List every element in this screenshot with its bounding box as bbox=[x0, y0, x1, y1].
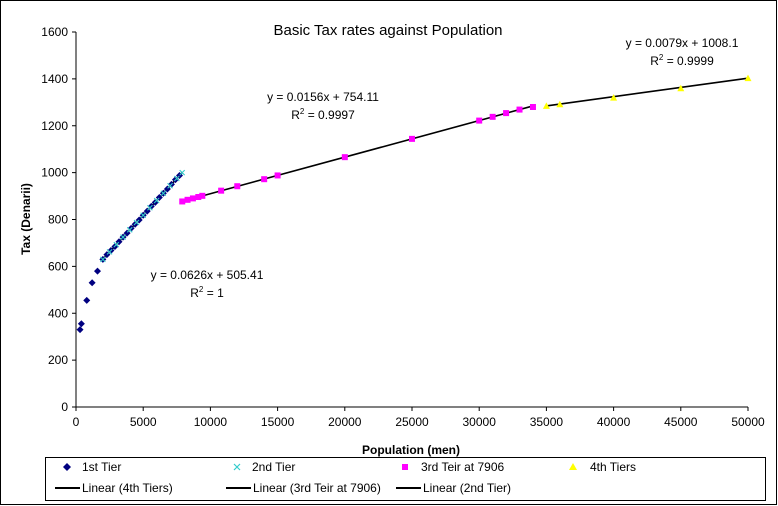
point-4th-tier bbox=[610, 94, 618, 101]
x-tick-label: 20000 bbox=[328, 415, 362, 429]
point-3rd-tier bbox=[503, 110, 510, 117]
x-tick-label: 5000 bbox=[130, 415, 157, 429]
y-tick-label: 1400 bbox=[41, 72, 68, 86]
x-tick-label: 50000 bbox=[731, 415, 765, 429]
legend-item-linear-4th: Linear (4th Tiers) bbox=[55, 481, 173, 495]
point-1st-tier bbox=[77, 320, 85, 328]
annotation-4th-tiers: y = 0.0079x + 1008.1 R2 = 0.9999 bbox=[626, 36, 739, 68]
trendline bbox=[546, 77, 749, 107]
point-2nd-tier bbox=[173, 175, 180, 182]
point-3rd-tier bbox=[195, 194, 202, 200]
point-2nd-tier bbox=[140, 212, 147, 219]
legend-item-2nd-tier: 2nd Tier bbox=[233, 460, 295, 474]
point-1st-tier bbox=[94, 267, 102, 275]
point-4th-tier bbox=[556, 100, 564, 108]
y-tick-label: 800 bbox=[48, 213, 68, 227]
point-3rd-tier bbox=[218, 187, 225, 194]
x-tick-label: 45000 bbox=[664, 415, 698, 429]
legend-symbol-triangle bbox=[569, 463, 577, 470]
legend-symbol-diamond bbox=[63, 463, 71, 471]
y-axis-title: Tax (Denarii) bbox=[19, 183, 33, 255]
legend-item-4th-tiers: 4th Tiers bbox=[569, 460, 636, 474]
point-2nd-tier bbox=[113, 241, 120, 248]
point-2nd-tier bbox=[147, 204, 153, 211]
legend-label-linear-2nd: Linear (2nd Tier) bbox=[423, 481, 511, 495]
legend-label-2nd-tier: 2nd Tier bbox=[252, 460, 295, 474]
legend-label-1st-tier: 1st Tier bbox=[82, 460, 121, 474]
x-tick-label: 40000 bbox=[597, 415, 631, 429]
point-3rd-tier bbox=[179, 198, 186, 205]
y-tick-label: 600 bbox=[48, 259, 68, 273]
legend-item-1st-tier: 1st Tier bbox=[63, 460, 121, 474]
annotation-2nd-equation: y = 0.0626x + 505.41 bbox=[151, 268, 264, 282]
point-3rd-tier bbox=[489, 113, 496, 120]
legend-label-3rd-tier: 3rd Teir at 7906 bbox=[421, 460, 504, 474]
y-tick-label: 0 bbox=[61, 400, 68, 414]
annotation-3rd-tier: y = 0.0156x + 754.11 R2 = 0.9997 bbox=[267, 90, 379, 122]
legend-item-linear-2nd: Linear (2nd Tier) bbox=[396, 481, 511, 495]
point-1st-tier bbox=[76, 326, 84, 334]
annotation-4th-r2: R2 = 0.9999 bbox=[650, 53, 714, 68]
legend-item-linear-3rd: Linear (3rd Teir at 7906) bbox=[226, 481, 381, 495]
annotation-4th-equation: y = 0.0079x + 1008.1 bbox=[626, 36, 739, 50]
legend-label-linear-4th: Linear (4th Tiers) bbox=[82, 481, 173, 495]
annotation-2nd-tier: y = 0.0626x + 505.41 R2 = 1 bbox=[151, 268, 264, 300]
point-3rd-tier bbox=[234, 183, 241, 190]
point-2nd-tier bbox=[106, 248, 113, 255]
legend-label-4th-tiers: 4th Tiers bbox=[590, 460, 636, 474]
point-2nd-tier bbox=[179, 169, 186, 176]
legend-label-linear-3rd: Linear (3rd Teir at 7906) bbox=[253, 481, 381, 495]
point-4th-tier bbox=[744, 74, 752, 82]
point-2nd-tier bbox=[99, 256, 106, 263]
point-3rd-tier bbox=[409, 135, 415, 142]
y-tick-label: 400 bbox=[48, 306, 68, 320]
y-tick-label: 1000 bbox=[41, 166, 68, 180]
x-tick-label: 35000 bbox=[530, 415, 564, 429]
legend-item-3rd-tier: 3rd Teir at 7906 bbox=[402, 460, 504, 474]
annotation-2nd-r2: R2 = 1 bbox=[190, 285, 224, 300]
annotation-3rd-equation: y = 0.0156x + 754.11 bbox=[267, 90, 379, 104]
point-3rd-tier bbox=[189, 195, 196, 202]
point-2nd-tier bbox=[167, 182, 173, 189]
point-4th-tier bbox=[677, 84, 685, 92]
x-tick-label: 30000 bbox=[463, 415, 497, 429]
x-tick-label: 0 bbox=[73, 415, 80, 429]
x-tick-label: 25000 bbox=[395, 415, 429, 429]
x-tick-label: 10000 bbox=[194, 415, 228, 429]
point-1st-tier bbox=[88, 279, 96, 287]
y-tick-label: 1200 bbox=[41, 119, 68, 133]
point-3rd-tier bbox=[274, 172, 281, 179]
point-4th-tier bbox=[542, 102, 550, 109]
legend: 1st Tier 2nd Tier 3rd Teir at 7906 4th T… bbox=[45, 457, 766, 501]
x-tick-label: 15000 bbox=[261, 415, 295, 429]
trendline bbox=[182, 105, 534, 203]
plot-area: 0 200 400 600 800 1000 1200 1400 1600 0 5000 10000 1… bbox=[41, 25, 765, 429]
point-2nd-tier bbox=[153, 197, 160, 204]
point-3rd-tier bbox=[529, 104, 536, 110]
point-3rd-tier bbox=[341, 154, 348, 161]
point-2nd-tier bbox=[126, 226, 133, 233]
y-tick-label: 200 bbox=[48, 353, 68, 367]
legend-symbol-square bbox=[402, 464, 408, 470]
y-tick-label: 1600 bbox=[41, 25, 68, 39]
point-3rd-tier bbox=[184, 196, 191, 203]
point-3rd-tier bbox=[199, 192, 206, 199]
point-3rd-tier bbox=[261, 176, 268, 183]
point-3rd-tier bbox=[476, 117, 483, 124]
x-axis-title: Population (men) bbox=[362, 443, 460, 457]
legend-symbol-x bbox=[233, 463, 241, 471]
point-2nd-tier bbox=[120, 234, 126, 240]
point-3rd-tier bbox=[516, 106, 523, 113]
chart-title: Basic Tax rates against Population bbox=[273, 22, 502, 39]
annotation-3rd-r2: R2 = 0.9997 bbox=[291, 107, 355, 122]
point-2nd-tier bbox=[160, 190, 167, 197]
point-2nd-tier bbox=[133, 219, 140, 226]
point-1st-tier bbox=[83, 296, 91, 304]
